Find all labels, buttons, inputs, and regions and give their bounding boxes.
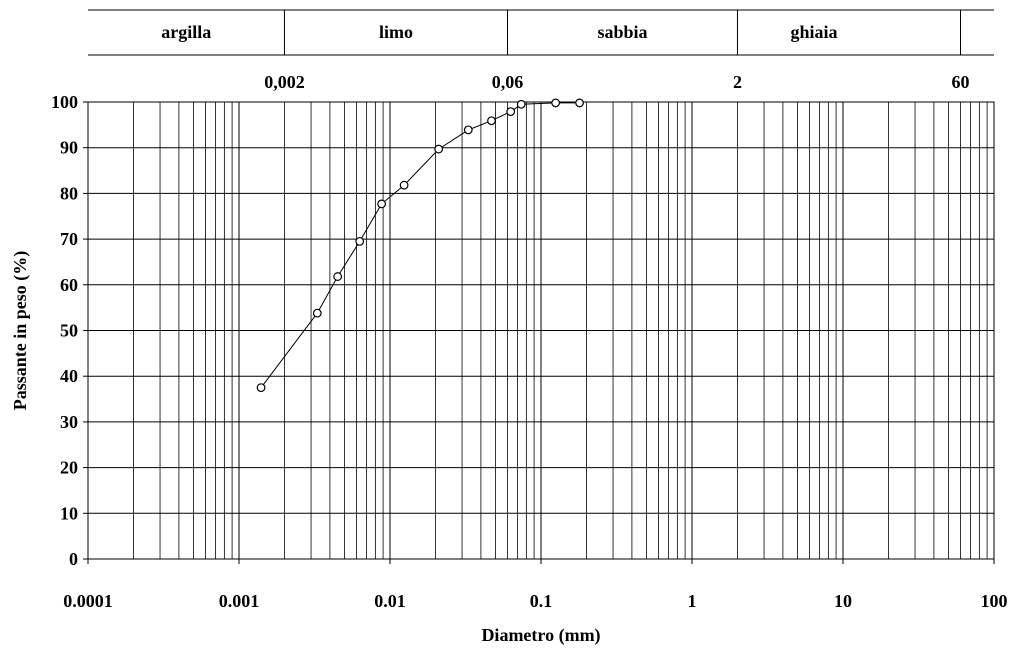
data-point bbox=[355, 236, 365, 246]
plot-grid bbox=[88, 102, 994, 559]
data-point bbox=[434, 144, 444, 154]
data-point bbox=[506, 107, 516, 116]
x-tick-label: 0.01 bbox=[374, 591, 406, 611]
y-axis-title: Passante in peso (%) bbox=[10, 251, 31, 411]
series-line bbox=[260, 102, 580, 388]
y-tick-label: 60 bbox=[60, 275, 78, 295]
class-boundary-label: 60 bbox=[952, 72, 970, 92]
x-tick-label: 0.001 bbox=[219, 591, 260, 611]
y-tick-label: 80 bbox=[60, 183, 78, 203]
soil-class-name: argilla bbox=[161, 22, 211, 42]
data-point bbox=[256, 383, 266, 393]
grading-curve bbox=[256, 98, 584, 393]
y-tick-label: 50 bbox=[60, 321, 78, 341]
y-tick-label: 90 bbox=[60, 138, 78, 158]
data-point bbox=[487, 116, 496, 126]
data-point bbox=[377, 199, 387, 209]
y-axis-tick-labels: 0 10 20 30 40 50 60 70 80 90 100 bbox=[51, 92, 88, 569]
soil-class-name: sabbia bbox=[597, 22, 647, 42]
soil-class-name: limo bbox=[379, 22, 413, 42]
x-tick-label: 100 bbox=[981, 591, 1008, 611]
class-boundary-label: 0,06 bbox=[492, 72, 524, 92]
y-tick-label: 40 bbox=[60, 366, 78, 386]
class-boundary-label: 0,002 bbox=[264, 72, 305, 92]
x-tick-label: 1 bbox=[688, 591, 697, 611]
class-boundary-labels: 0,002 0,06 2 60 bbox=[264, 72, 969, 92]
class-boundary-label: 2 bbox=[733, 72, 742, 92]
data-point bbox=[551, 98, 561, 108]
data-point bbox=[575, 98, 584, 108]
data-point bbox=[312, 308, 322, 318]
y-tick-label: 70 bbox=[60, 229, 78, 249]
data-point bbox=[333, 272, 343, 281]
x-tick-label: 0.1 bbox=[530, 591, 553, 611]
data-point bbox=[463, 125, 473, 135]
x-tick-label: 0.0001 bbox=[63, 591, 113, 611]
x-axis-tick-labels: 0.0001 0.001 0.01 0.1 1 10 100 bbox=[63, 559, 1008, 611]
y-tick-label: 20 bbox=[60, 458, 78, 478]
y-tick-label: 10 bbox=[60, 503, 78, 523]
soil-class-band: argilla limo sabbia ghiaia bbox=[88, 9, 994, 56]
y-tick-label: 30 bbox=[60, 412, 78, 432]
data-point bbox=[516, 99, 526, 109]
x-axis-title: Diametro (mm) bbox=[481, 625, 600, 646]
x-tick-label: 10 bbox=[834, 591, 852, 611]
data-point bbox=[399, 180, 409, 190]
y-tick-label: 0 bbox=[69, 549, 78, 569]
y-tick-label: 100 bbox=[51, 92, 78, 112]
soil-class-name: ghiaia bbox=[790, 22, 837, 42]
